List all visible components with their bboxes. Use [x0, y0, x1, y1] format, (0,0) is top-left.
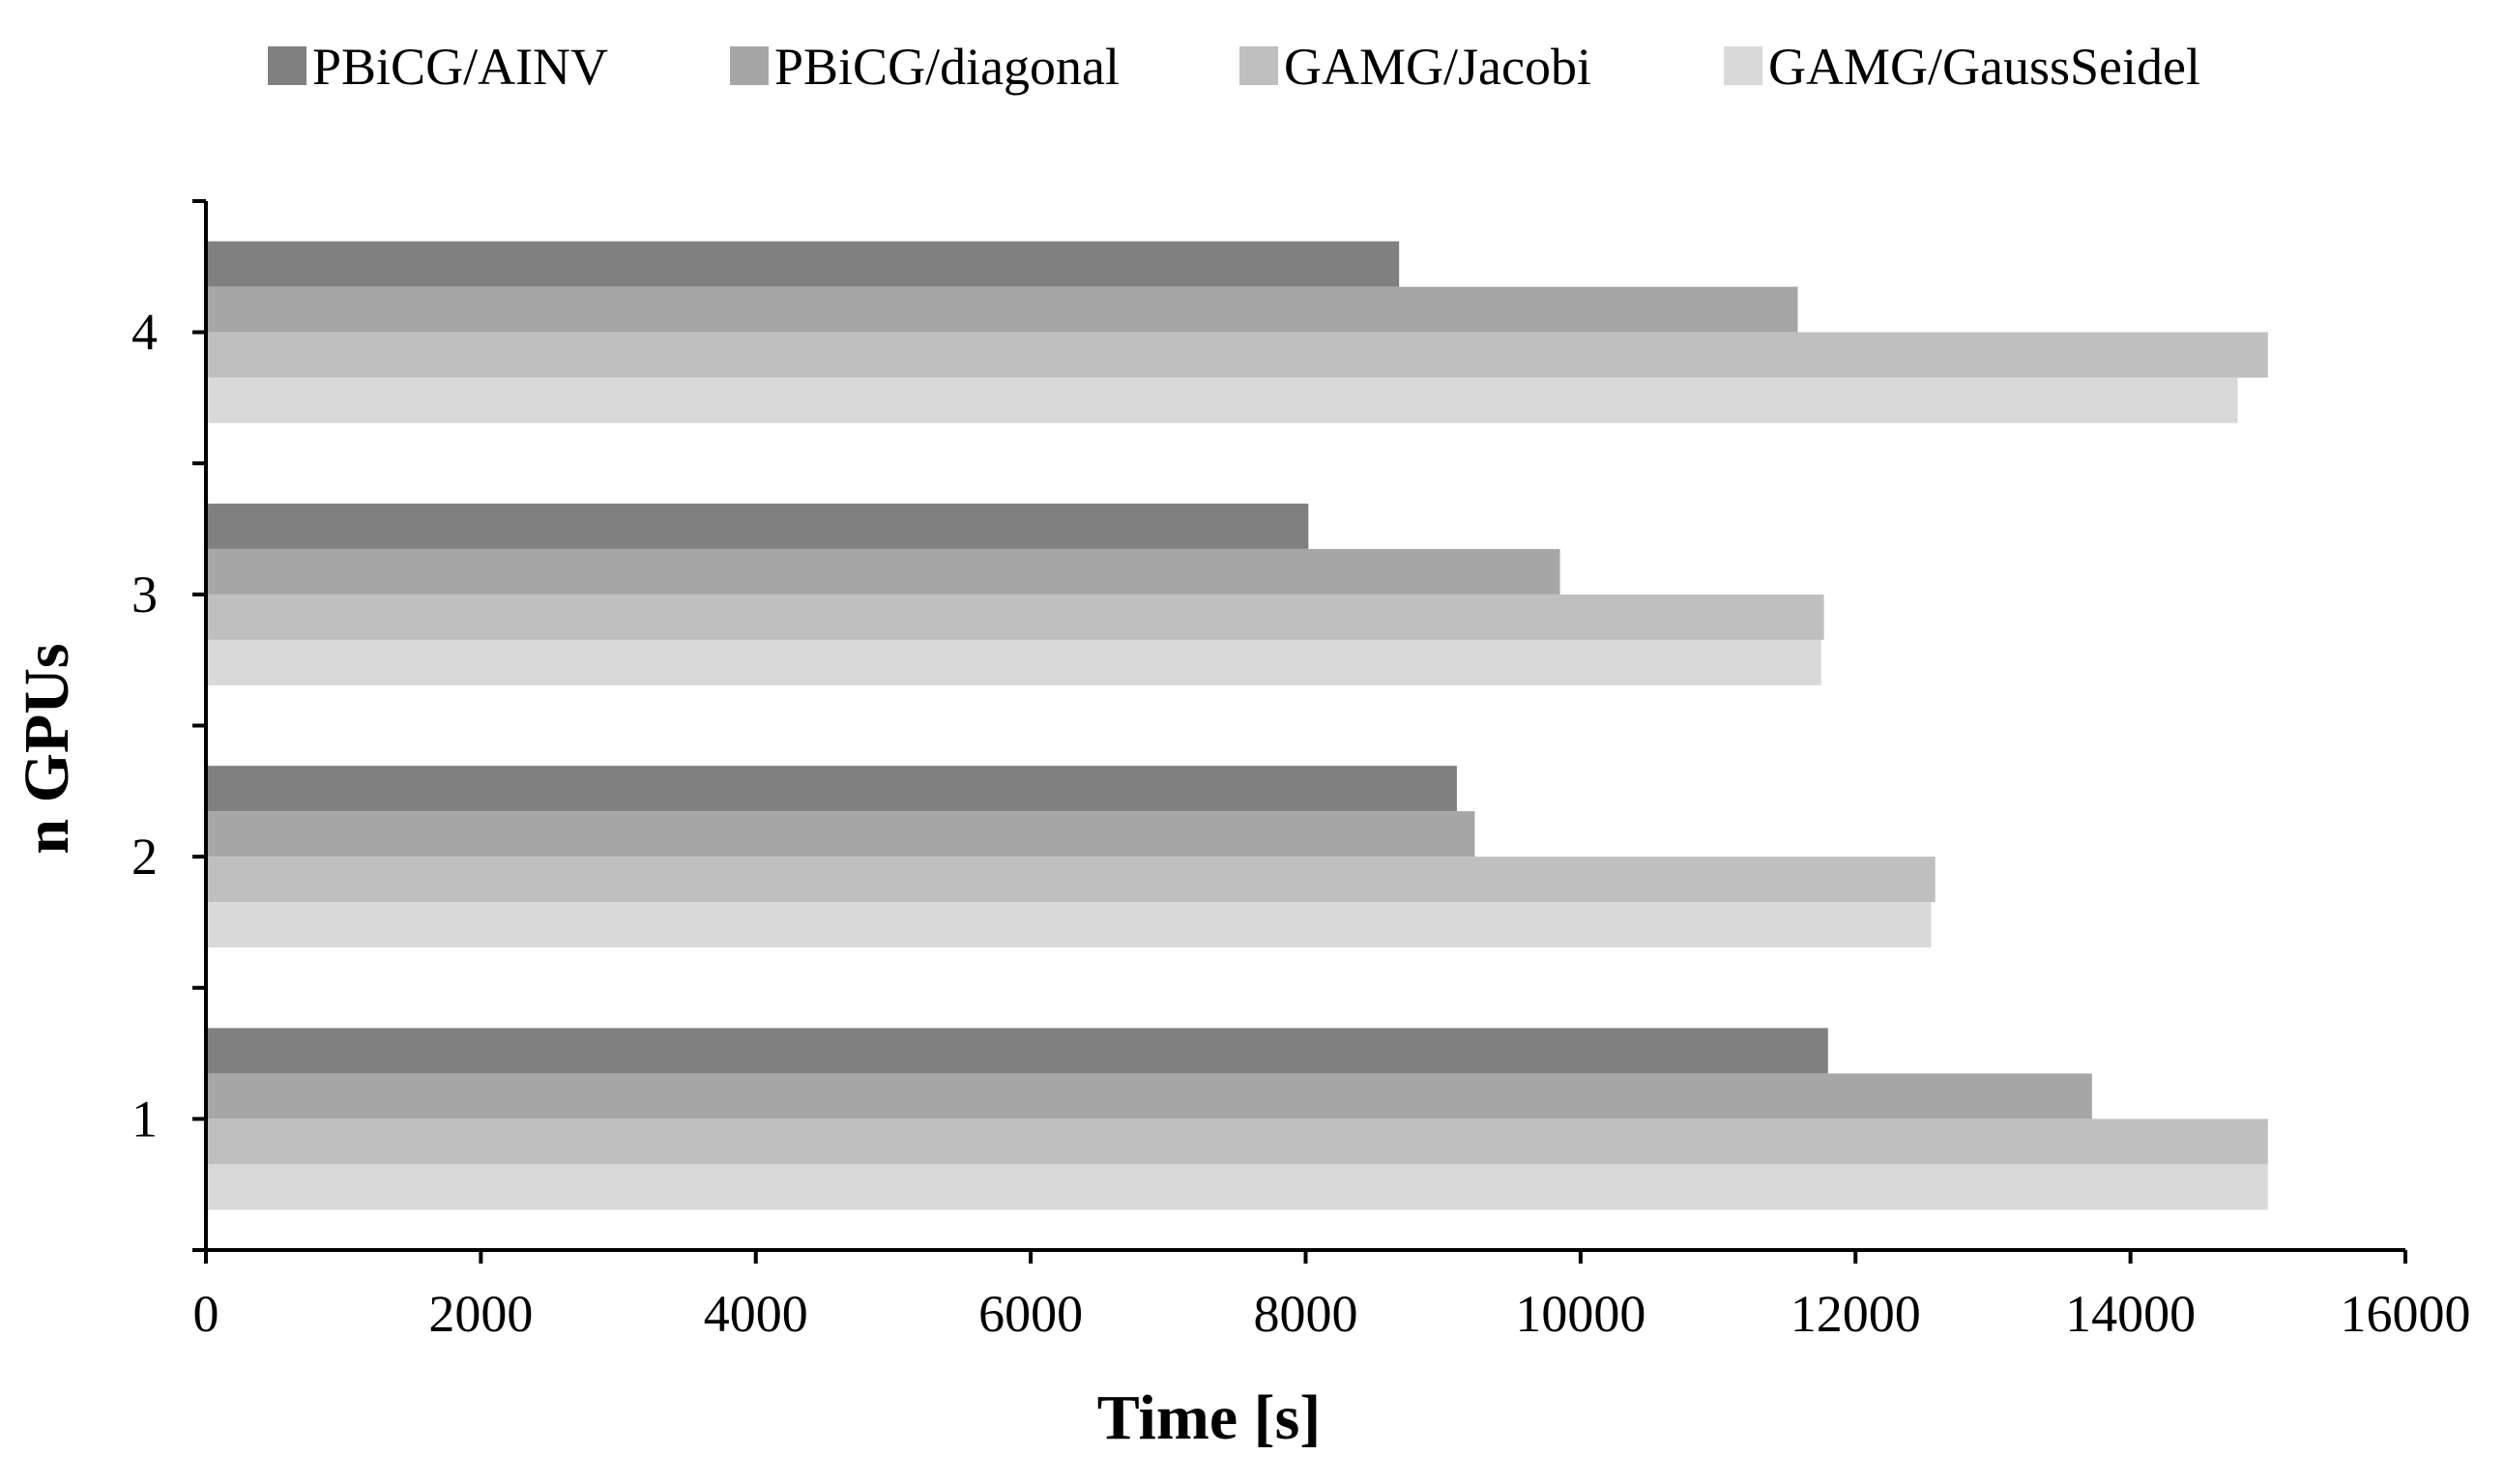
- bar-pbicg-ainv-gpus-4: [206, 241, 1400, 287]
- legend-swatch-pbicg-diagonal: [730, 46, 769, 85]
- bar-gamg-jacobi-gpus-4: [206, 332, 2268, 378]
- bar-gamg-gaussseidel-gpus-4: [206, 377, 2238, 423]
- x-tick-label: 12000: [1791, 1285, 1921, 1343]
- axes: 0 2000 4000 6000 8000 10000 12000 14000 16000 1 2 3…: [131, 199, 2471, 1343]
- bar-gamg-jacobi-gpus-1: [206, 1119, 2268, 1165]
- bar-gamg-jacobi-gpus-3: [206, 594, 1824, 640]
- x-tick-label: 8000: [1254, 1285, 1358, 1343]
- x-axis-title: Time [s]: [1097, 1382, 1322, 1453]
- legend-swatch-gamg-jacobi: [1239, 46, 1278, 85]
- bar-pbicg-ainv-gpus-3: [206, 503, 1309, 549]
- y-tick-label: 4: [131, 304, 158, 362]
- bars: [206, 241, 2268, 1210]
- legend: PBiCG/AINV PBiCG/diagonal GAMG/Jacobi GAMG/…: [268, 38, 2200, 96]
- legend-label: PBiCG/AINV: [312, 38, 608, 96]
- bar-gamg-gaussseidel-gpus-3: [206, 639, 1821, 685]
- bar-pbicg-diagonal-gpus-4: [206, 286, 1798, 333]
- legend-label: GAMG/GaussSeidel: [1768, 38, 2200, 96]
- bar-gamg-gaussseidel-gpus-1: [206, 1164, 2268, 1210]
- x-tick-label: 10000: [1515, 1285, 1645, 1343]
- legend-label: GAMG/Jacobi: [1284, 38, 1591, 96]
- x-tick-label: 0: [193, 1285, 219, 1343]
- bar-gamg-gaussseidel-gpus-2: [206, 902, 1932, 948]
- bar-gamg-jacobi-gpus-2: [206, 857, 1936, 903]
- legend-swatch-pbicg-ainv: [268, 46, 306, 85]
- bar-pbicg-ainv-gpus-1: [206, 1028, 1828, 1074]
- y-tick-label: 1: [131, 1090, 158, 1148]
- bar-pbicg-diagonal-gpus-3: [206, 548, 1560, 595]
- legend-swatch-gamg-gaussseidel: [1724, 46, 1762, 85]
- bar-pbicg-diagonal-gpus-1: [206, 1073, 2092, 1120]
- y-tick-label: 2: [131, 828, 158, 886]
- bar-pbicg-ainv-gpus-2: [206, 766, 1457, 812]
- x-tick-label: 6000: [978, 1285, 1083, 1343]
- legend-label: PBiCG/diagonal: [774, 38, 1120, 96]
- y-axis-title: n GPUs: [12, 643, 82, 854]
- x-tick-label: 2000: [428, 1285, 533, 1343]
- x-tick-label: 14000: [2065, 1285, 2196, 1343]
- bar-pbicg-diagonal-gpus-2: [206, 811, 1475, 858]
- x-tick-label: 4000: [704, 1285, 808, 1343]
- y-tick-label: 3: [131, 566, 158, 624]
- x-tick-label: 16000: [2341, 1285, 2471, 1343]
